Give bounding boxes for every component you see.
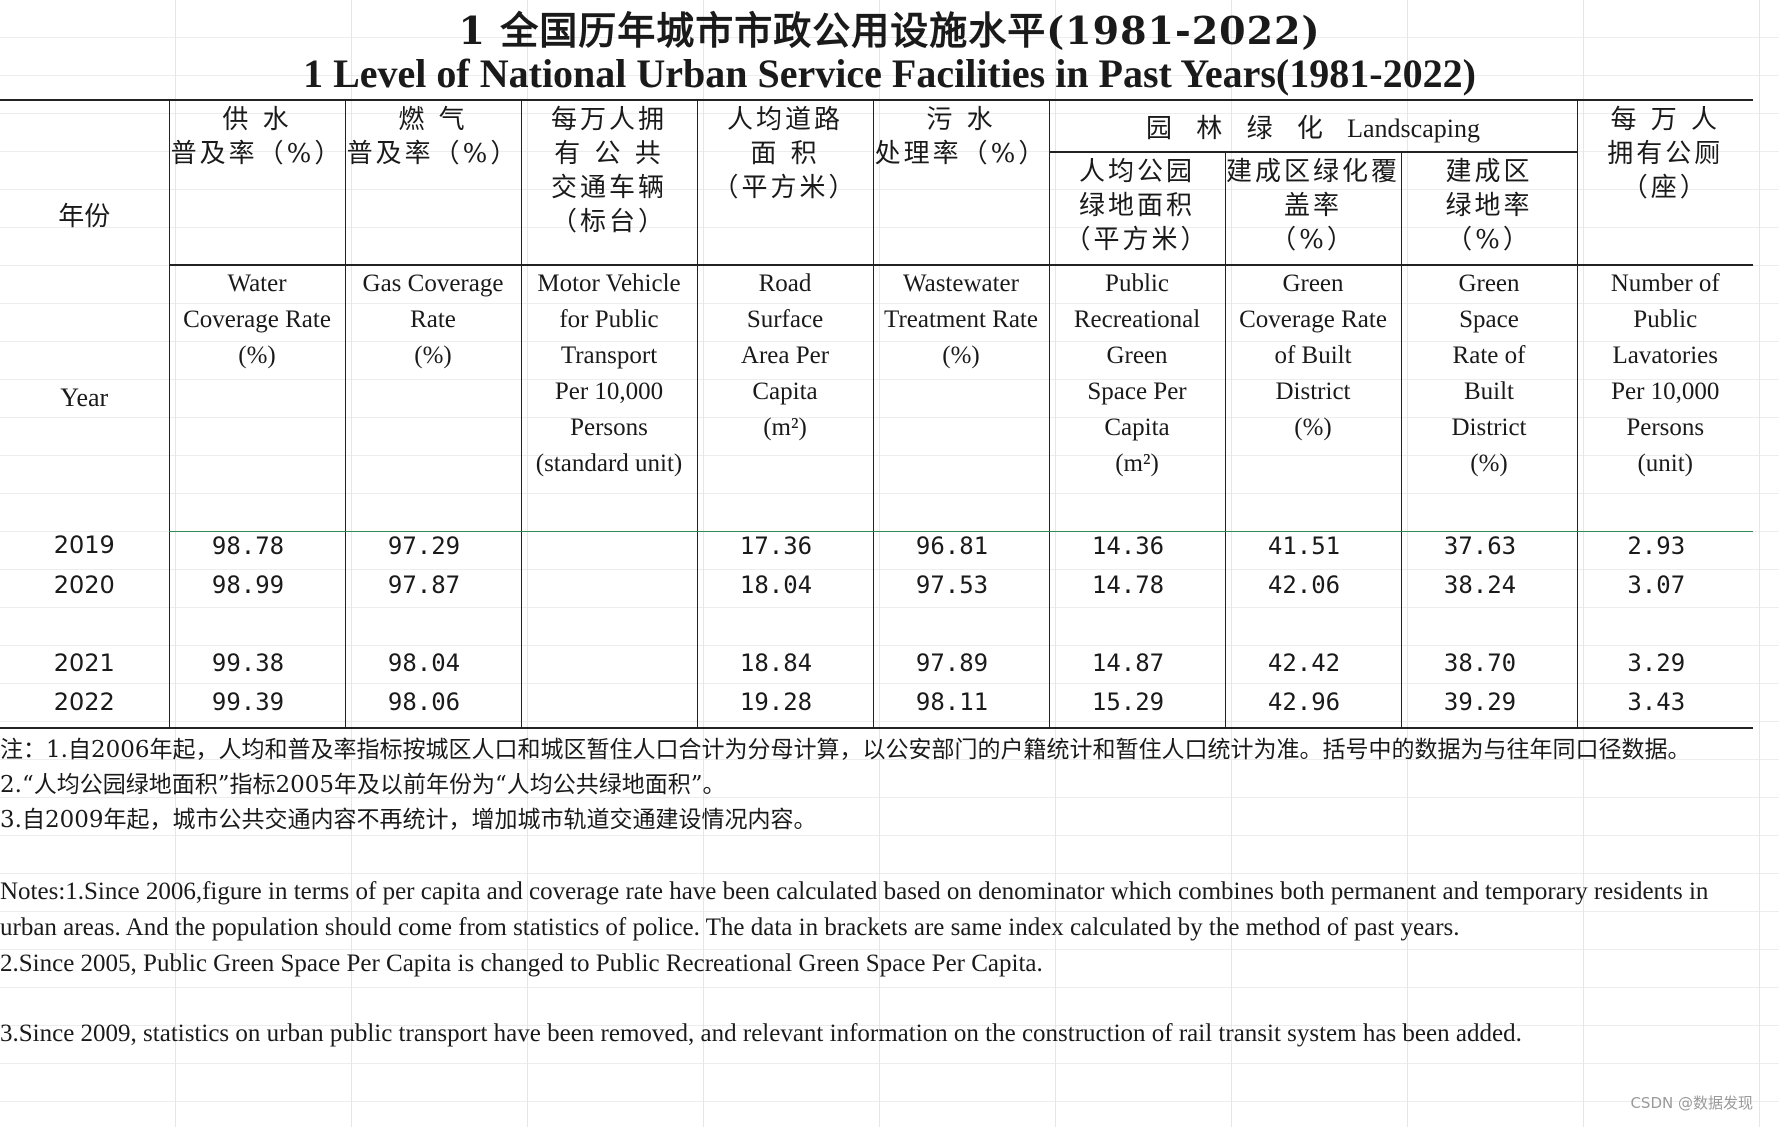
wastewater-cell[interactable]: 96.81 <box>872 531 1049 571</box>
wastewater-cell[interactable]: 97.89 <box>872 648 1049 688</box>
header-park-green-cn[interactable]: 人均公园 绿地面积 （平方米） <box>1048 151 1225 265</box>
lavatories-cell[interactable]: 3.07 <box>1576 570 1753 610</box>
header-water-cn[interactable]: 供 水 普及率（%） <box>168 100 345 265</box>
header-gas-en[interactable]: Gas Coverage Rate (%) <box>344 265 521 532</box>
green-space-rate-cell[interactable] <box>1400 609 1577 649</box>
header-transit-cn[interactable]: 每万人拥 有 公 共 交通车辆 （标台） <box>520 100 697 265</box>
table-row: 2019 98.78 97.29 17.36 96.81 14.36 41.51… <box>0 531 1753 571</box>
facilities-table: 年份 Year 供 水 普及率（%） 燃 气 普及率（%） 每万人拥 有 公 共… <box>0 99 1753 729</box>
wastewater-cell[interactable]: 97.53 <box>872 570 1049 610</box>
green-coverage-cell[interactable]: 42.42 <box>1224 648 1401 688</box>
road-cell[interactable] <box>696 609 873 649</box>
note-en-2: 2.Since 2005, Public Green Space Per Cap… <box>0 950 1043 977</box>
header-transit-en[interactable]: Motor Vehicle for Public Transport Per 1… <box>520 265 697 532</box>
green-space-rate-cell[interactable]: 39.29 <box>1400 687 1577 729</box>
header-road-cn[interactable]: 人均道路 面 积 （平方米） <box>696 100 873 265</box>
transit-cell[interactable] <box>520 687 697 729</box>
green-coverage-cell[interactable]: 42.06 <box>1224 570 1401 610</box>
year-header-cell[interactable]: 年份 Year <box>0 100 169 531</box>
year-cell[interactable]: 2020 <box>53 570 115 599</box>
wastewater-cell[interactable]: 98.11 <box>872 687 1049 729</box>
header-green-coverage-en[interactable]: Green Coverage Rate of Built District (%… <box>1224 265 1401 532</box>
gas-cell[interactable]: 98.06 <box>344 687 521 729</box>
table-row-empty <box>0 609 1753 649</box>
lavatories-cell[interactable]: 3.29 <box>1576 648 1753 688</box>
wastewater-cell[interactable] <box>872 609 1049 649</box>
header-road-en[interactable]: Road Surface Area Per Capita (m²) <box>696 265 873 532</box>
green-coverage-cell[interactable]: 41.51 <box>1224 531 1401 571</box>
transit-cell[interactable] <box>520 570 697 610</box>
park-green-cell[interactable]: 15.29 <box>1048 687 1225 729</box>
header-green-space-rate-en[interactable]: Green Space Rate of Built District (%) <box>1400 265 1577 532</box>
table-row: 2021 99.38 98.04 18.84 97.89 14.87 42.42… <box>0 648 1753 688</box>
note-cn-3: 3.自2009年起，城市公共交通内容不再统计，增加城市轨道交通建设情况内容。 <box>0 807 817 833</box>
gas-cell[interactable]: 97.87 <box>344 570 521 610</box>
header-gas-cn[interactable]: 燃 气 普及率（%） <box>344 100 521 265</box>
table-row: 2022 99.39 98.06 19.28 98.11 15.29 42.96… <box>0 687 1753 729</box>
csdn-watermark: CSDN @数据发现 <box>1630 1094 1753 1112</box>
note-cn-1: 注：1.自2006年起，人均和普及率指标按城区人口和城区暂住人口合计为分母计算，… <box>0 737 1691 763</box>
road-cell[interactable]: 17.36 <box>696 531 873 571</box>
year-cell[interactable]: 2019 <box>53 531 115 559</box>
water-cell[interactable]: 98.78 <box>168 531 345 571</box>
header-green-space-rate-cn[interactable]: 建成区 绿地率 （%） <box>1400 151 1577 265</box>
note-cn-2: 2.“人均公园绿地面积”指标2005年及以前年份为“人均公共绿地面积”。 <box>0 772 726 798</box>
gas-cell[interactable]: 97.29 <box>344 531 521 571</box>
year-header-cn: 年份 <box>58 202 111 232</box>
notes-block: 注：1.自2006年起，人均和普及率指标按城区人口和城区暂住人口合计为分母计算，… <box>0 733 1760 1052</box>
green-space-rate-cell[interactable]: 38.24 <box>1400 570 1577 610</box>
landscaping-en: Landscaping <box>1347 113 1480 143</box>
road-cell[interactable]: 18.04 <box>696 570 873 610</box>
title-english: 1 Level of National Urban Service Facili… <box>303 51 1476 96</box>
green-coverage-cell[interactable]: 42.96 <box>1224 687 1401 729</box>
park-green-cell[interactable]: 14.78 <box>1048 570 1225 610</box>
table-header: 年份 Year 供 水 普及率（%） 燃 气 普及率（%） 每万人拥 有 公 共… <box>0 100 1753 532</box>
lavatories-cell[interactable]: 3.43 <box>1576 687 1753 729</box>
road-cell[interactable]: 18.84 <box>696 648 873 688</box>
landscaping-group-header[interactable]: 园 林 绿 化 Landscaping <box>1048 100 1577 152</box>
lavatories-cell[interactable]: 2.93 <box>1576 531 1753 571</box>
header-green-coverage-cn[interactable]: 建成区绿化覆 盖率 （%） <box>1224 151 1401 265</box>
gas-cell[interactable]: 98.04 <box>344 648 521 688</box>
year-header-en: Year <box>60 383 109 412</box>
water-cell[interactable]: 99.38 <box>168 648 345 688</box>
gas-cell[interactable] <box>344 609 521 649</box>
note-en-3: 3.Since 2009, statistics on urban public… <box>0 1020 1522 1047</box>
year-cell[interactable]: 2022 <box>0 687 169 729</box>
header-wastewater-cn[interactable]: 污 水 处理率（%） <box>872 100 1049 265</box>
water-cell[interactable]: 98.99 <box>168 570 345 610</box>
transit-cell[interactable] <box>520 531 697 571</box>
transit-cell[interactable] <box>520 609 697 649</box>
water-cell[interactable] <box>168 609 345 649</box>
year-cell[interactable]: 2021 <box>53 648 115 677</box>
park-green-cell[interactable]: 14.36 <box>1048 531 1225 571</box>
table-body: 2019 98.78 97.29 17.36 96.81 14.36 41.51… <box>0 531 1753 729</box>
park-green-cell[interactable]: 14.87 <box>1048 648 1225 688</box>
road-cell[interactable]: 19.28 <box>696 687 873 729</box>
note-en-1: Notes:1.Since 2006,figure in terms of pe… <box>0 878 1709 941</box>
park-green-cell[interactable] <box>1048 609 1225 649</box>
transit-cell[interactable] <box>520 648 697 688</box>
table-row: 2020 98.99 97.87 18.04 97.53 14.78 42.06… <box>0 570 1753 610</box>
year-cell[interactable] <box>0 610 169 649</box>
lavatories-cell[interactable] <box>1576 609 1753 649</box>
title-chinese: 1 全国历年城市市政公用设施水平(1981-2022) <box>458 8 1321 53</box>
green-space-rate-cell[interactable]: 37.63 <box>1400 531 1577 571</box>
landscaping-cn: 园 林 绿 化 <box>1146 113 1331 144</box>
header-park-green-en[interactable]: Public Recreational Green Space Per Capi… <box>1048 265 1225 532</box>
header-lavatories-en[interactable]: Number of Public Lavatories Per 10,000 P… <box>1576 265 1753 532</box>
header-lavatories-cn[interactable]: 每 万 人 拥有公厕 （座） <box>1576 100 1753 265</box>
header-wastewater-en[interactable]: Wastewater Treatment Rate (%) <box>872 265 1049 532</box>
water-cell[interactable]: 99.39 <box>168 687 345 729</box>
green-space-rate-cell[interactable]: 38.70 <box>1400 648 1577 688</box>
header-water-en[interactable]: Water Coverage Rate (%) <box>168 265 345 532</box>
green-coverage-cell[interactable] <box>1224 609 1401 649</box>
